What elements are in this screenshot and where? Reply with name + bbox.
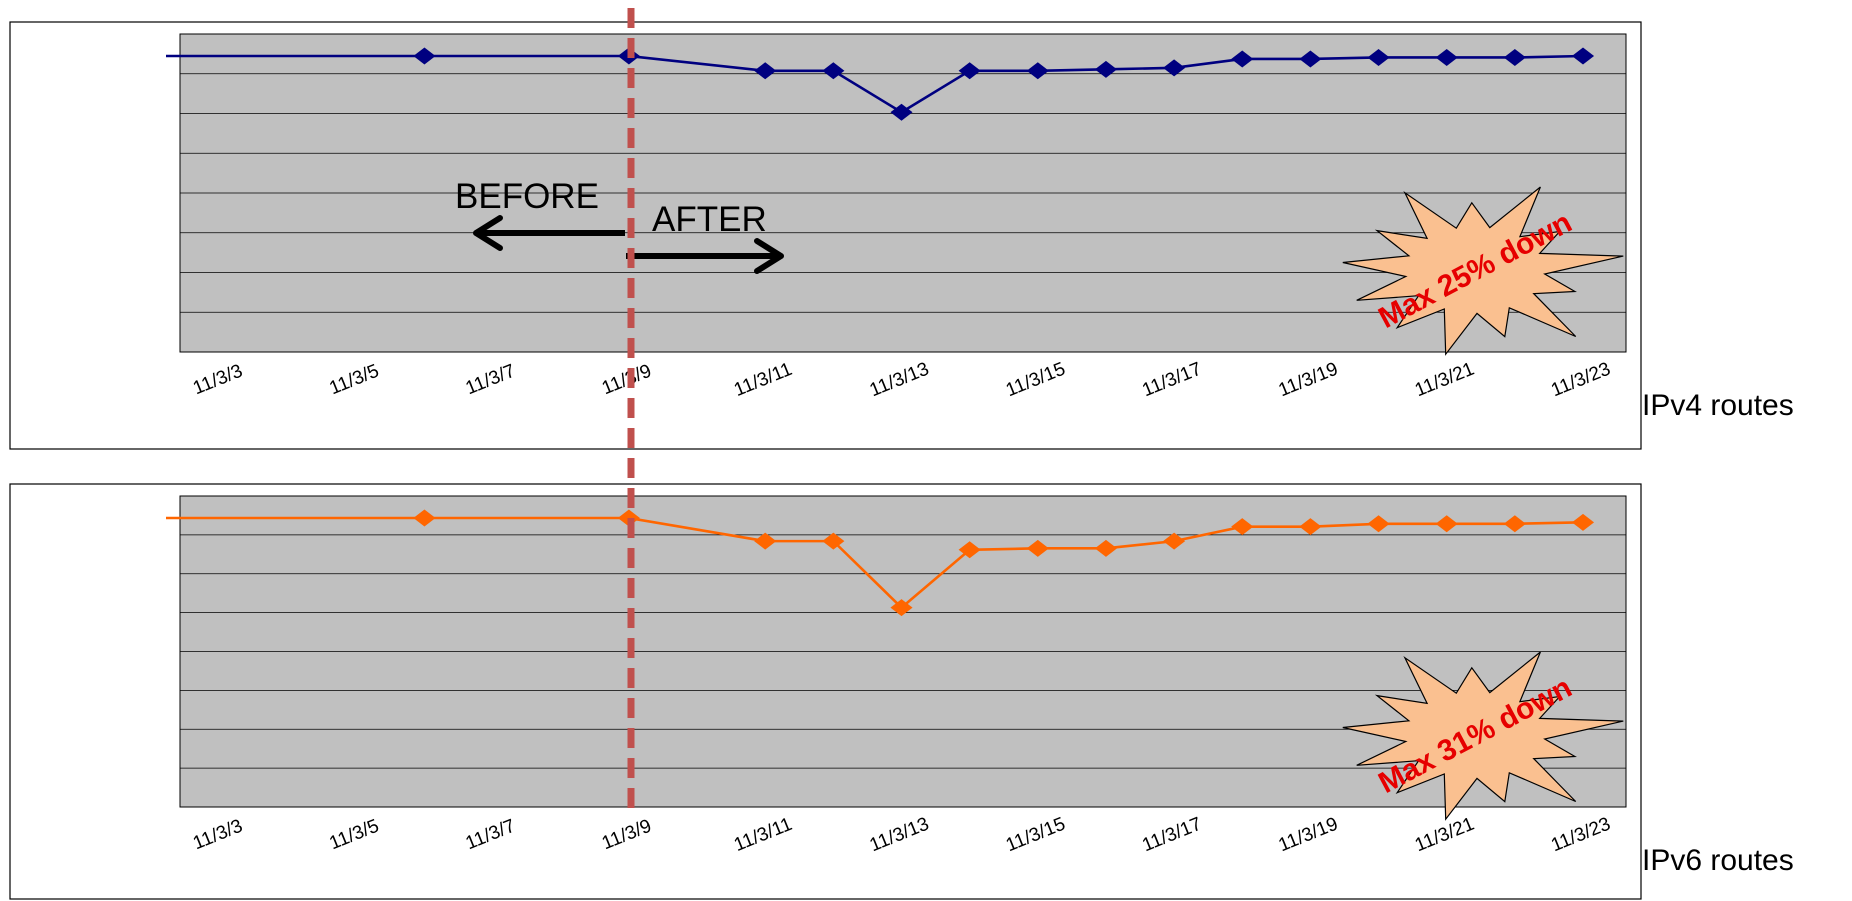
data-point (1571, 47, 1595, 65)
data-point (1231, 50, 1254, 68)
data-point (1299, 50, 1322, 68)
data-point (890, 103, 913, 121)
data-point (890, 599, 913, 617)
after-label: AFTER (652, 200, 767, 239)
data-point (413, 47, 436, 65)
data-point (822, 62, 845, 80)
data-point (1299, 518, 1322, 536)
data-point (1163, 532, 1186, 550)
burst-annotation (1342, 186, 1624, 356)
data-point (1503, 515, 1526, 533)
data-point (1571, 513, 1595, 531)
data-point (1094, 539, 1117, 557)
before-arrowhead (473, 215, 503, 251)
before-label: BEFORE (455, 177, 599, 216)
data-point (754, 62, 777, 80)
after-arrowhead (754, 238, 784, 274)
data-point (1367, 515, 1390, 533)
data-point (1231, 518, 1254, 536)
chart-panel-ipv4: 11/3/3 11/3/5 11/3/7 11/3/9 11/3/11 11/3/13 11… (9, 21, 1794, 450)
chart-panel-ipv6: 11/3/3 11/3/5 11/3/7 11/3/9 11/3/11 11/3/13 11… (9, 483, 1794, 900)
data-point (754, 532, 777, 550)
data-point (1026, 539, 1049, 557)
data-point (1435, 48, 1458, 66)
data-point (958, 62, 981, 80)
series-line (166, 516, 1584, 610)
series-label: IPv6 routes (1642, 844, 1794, 877)
series-label: IPv4 routes (1642, 389, 1794, 422)
data-point (413, 509, 436, 527)
data-point (958, 541, 981, 559)
data-point (822, 532, 845, 550)
data-point (1367, 48, 1390, 66)
data-point (1163, 59, 1186, 77)
series-line (166, 54, 1584, 114)
data-point (1435, 515, 1458, 533)
burst-annotation (1342, 651, 1624, 821)
data-point (1094, 60, 1117, 78)
data-point (1503, 48, 1526, 66)
data-point (1026, 62, 1049, 80)
